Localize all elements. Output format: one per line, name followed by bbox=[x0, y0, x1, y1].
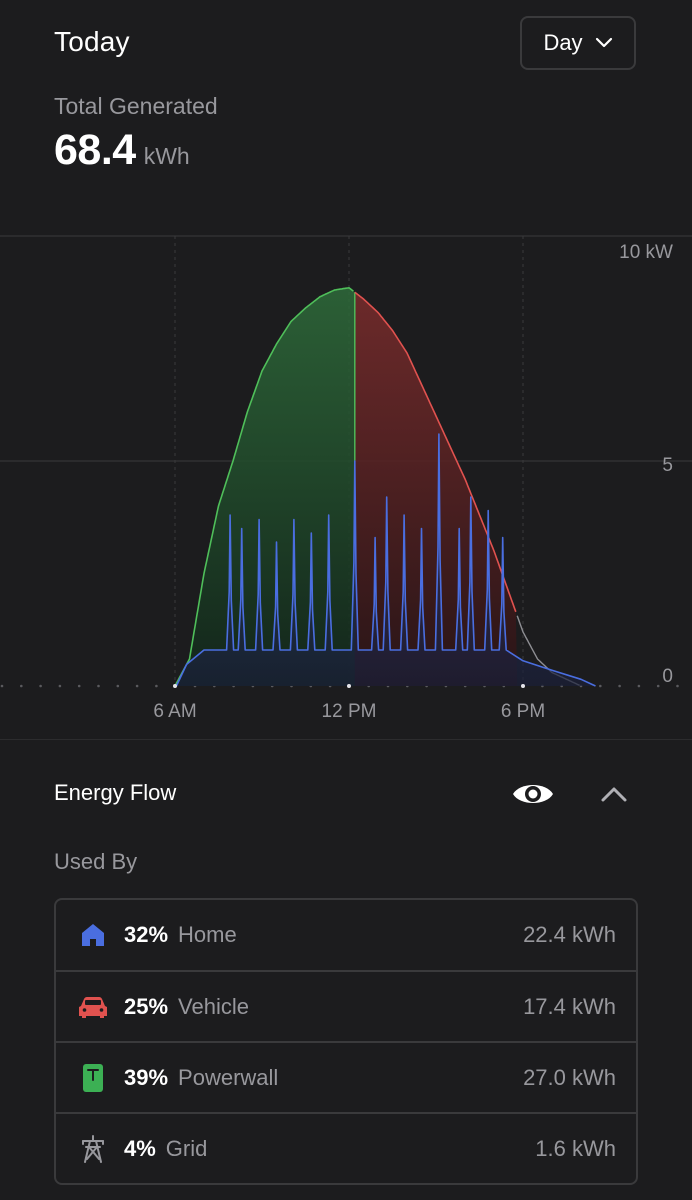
baseline-dot bbox=[58, 684, 62, 688]
grid-tower-icon bbox=[78, 1134, 108, 1164]
usage-row-grid[interactable]: 4% Grid 1.6 kWh bbox=[56, 1112, 636, 1183]
usage-name: Vehicle bbox=[178, 993, 249, 1019]
usage-value: 17.4 kWh bbox=[523, 993, 616, 1019]
usage-value: 22.4 kWh bbox=[523, 922, 616, 947]
time-range-dropdown[interactable]: Day bbox=[520, 16, 636, 70]
usage-percent: 25% bbox=[124, 993, 169, 1019]
usage-row-vehicle[interactable]: 25% Vehicle 17.4 kWh bbox=[56, 970, 636, 1041]
total-generated: 68.4 kWh bbox=[54, 126, 190, 175]
total-generated-unit: kWh bbox=[143, 143, 190, 169]
visibility-toggle-button[interactable] bbox=[510, 776, 556, 812]
y-tick-label: 0 bbox=[662, 666, 673, 687]
home-usage-line bbox=[175, 433, 596, 687]
usage-row-home[interactable]: 32% Home 22.4 kWh bbox=[56, 900, 636, 970]
baseline-dot bbox=[656, 684, 660, 688]
baseline-dot bbox=[0, 684, 4, 688]
house-icon bbox=[78, 920, 108, 950]
chevron-down-icon bbox=[595, 37, 612, 48]
y-tick-label: 10 kW bbox=[619, 242, 673, 263]
baseline-dot bbox=[155, 684, 158, 688]
used-by-label: Used By bbox=[54, 849, 138, 874]
baseline-dot bbox=[20, 684, 23, 688]
time-range-label: Day bbox=[543, 30, 583, 55]
total-generated-label: Total Generated bbox=[54, 93, 218, 119]
x-tick-label: 6 PM bbox=[501, 701, 545, 722]
usage-percent: 39% bbox=[124, 1064, 169, 1090]
x-tick-label: 6 AM bbox=[153, 701, 196, 722]
eye-icon bbox=[513, 785, 553, 803]
home-usage-area bbox=[176, 434, 596, 686]
vehicle-charging-area bbox=[354, 292, 518, 686]
energy-usage-list: 32% Home 22.4 kWh 25% Vehicle 17.4 kWh 3… bbox=[54, 898, 638, 1185]
usage-percent: 32% bbox=[124, 922, 169, 947]
x-tick-marker bbox=[173, 684, 177, 688]
x-tick-marker bbox=[347, 684, 351, 688]
baseline-dot bbox=[39, 684, 42, 688]
x-tick-label: 12 PM bbox=[322, 701, 377, 722]
total-generated-value: 68.4 bbox=[54, 126, 136, 174]
baseline-dot bbox=[618, 684, 621, 688]
usage-row-powerwall[interactable]: 39% Powerwall 27.0 kWh bbox=[56, 1041, 636, 1112]
powerwall-icon bbox=[78, 1063, 108, 1093]
usage-value: 27.0 kWh bbox=[523, 1064, 616, 1090]
usage-name: Powerwall bbox=[178, 1064, 279, 1090]
section-divider bbox=[0, 739, 692, 740]
car-icon bbox=[78, 992, 108, 1022]
baseline-dot bbox=[135, 684, 139, 688]
usage-name: Home bbox=[178, 922, 237, 947]
y-tick-label: 5 bbox=[662, 455, 673, 476]
usage-value: 1.6 kWh bbox=[535, 1135, 616, 1161]
usage-name: Grid bbox=[165, 1135, 208, 1161]
collapse-section-button[interactable] bbox=[596, 778, 632, 810]
x-tick-marker bbox=[521, 684, 525, 688]
baseline-dot bbox=[637, 684, 641, 688]
baseline-dot bbox=[97, 684, 100, 688]
solar-power-chart[interactable]: 10 kW 5 0 6 AM 12 PM 6 PM bbox=[0, 230, 692, 730]
baseline-dot bbox=[676, 684, 679, 688]
baseline-dot bbox=[116, 684, 120, 688]
page-title: Today bbox=[54, 26, 130, 57]
usage-percent: 4% bbox=[124, 1135, 156, 1161]
baseline-dot bbox=[77, 684, 81, 688]
solar-line-powerwall bbox=[174, 286, 354, 687]
baseline-dot bbox=[599, 684, 602, 688]
energy-flow-title: Energy Flow bbox=[54, 780, 177, 805]
chevron-up-icon bbox=[601, 787, 627, 802]
